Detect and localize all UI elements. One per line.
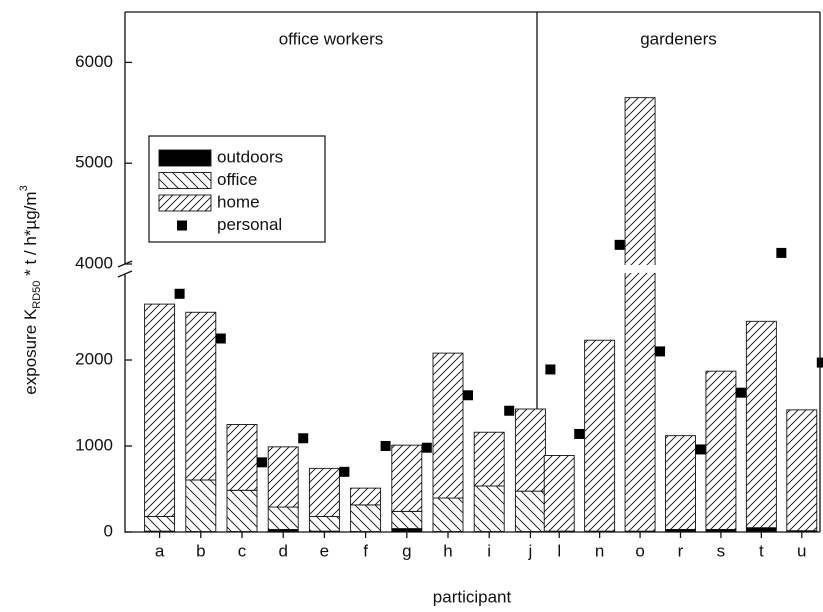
x-tick-label: c (238, 541, 247, 560)
x-tick-label: l (557, 541, 561, 560)
bar-segment (391, 444, 423, 512)
x-axis-label: participant (433, 587, 512, 606)
bar-segment (473, 485, 505, 533)
bar-segment (514, 408, 546, 492)
axis-break-gap (624, 265, 657, 273)
personal-marker (463, 390, 473, 401)
personal-marker (776, 247, 787, 258)
bar-segment (185, 311, 217, 481)
y-label-sup: 3 (18, 185, 30, 191)
x-tick-label: s (717, 541, 726, 560)
bar-segment (144, 303, 176, 517)
plot-frame (124, 11, 821, 533)
personal-marker (257, 457, 267, 468)
legend-swatch (158, 172, 212, 189)
bar-segment (350, 504, 382, 533)
y-tick-label: 5000 (75, 153, 113, 172)
x-tick-label: n (595, 541, 604, 560)
personal-marker (174, 288, 185, 299)
bar-segment (432, 497, 464, 533)
legend-marker (177, 220, 187, 231)
x-tick-label: t (759, 541, 764, 560)
personal-marker (695, 444, 706, 455)
personal-marker (574, 428, 585, 439)
legend-label: outdoors (217, 147, 283, 166)
bar-segment (543, 455, 575, 532)
y-axis-label: exposure KRD50 * t / h*µg/m3 (18, 185, 43, 394)
bar-segment (432, 352, 464, 499)
x-tick-label: f (363, 541, 368, 560)
bar-segment (350, 487, 382, 506)
bar-segment (584, 339, 616, 532)
bar-segment (514, 490, 546, 533)
x-tick-label: b (196, 541, 205, 560)
y-label-text: exposure K (21, 308, 40, 395)
y-tick-label: 2000 (75, 349, 113, 368)
bar-segment (665, 435, 696, 530)
bar-segment (473, 431, 505, 487)
legend-label: personal (217, 215, 282, 234)
legend-swatch (158, 194, 212, 212)
x-tick-label: u (797, 541, 806, 560)
bar-segment (267, 506, 299, 530)
x-tick-label: d (278, 541, 287, 560)
bar-segment (308, 516, 340, 532)
personal-marker (215, 333, 226, 344)
legend-label: home (217, 192, 260, 211)
y-label-rest: * t / h*µg/m (21, 191, 40, 280)
group-label: gardeners (640, 29, 717, 48)
y-tick-label: 1000 (75, 435, 113, 454)
bar-segment (267, 446, 299, 508)
y-tick-label: 0 (104, 521, 113, 540)
bar-segment (391, 510, 423, 530)
bar-segment (226, 424, 258, 491)
personal-marker (735, 387, 746, 398)
personal-marker (655, 346, 666, 357)
bar-segment (624, 97, 656, 532)
x-tick-label: r (678, 541, 684, 560)
x-tick-label: h (443, 541, 452, 560)
y-tick-label: 6000 (75, 52, 113, 71)
x-tick-label: j (528, 541, 533, 560)
x-tick-label: o (635, 541, 644, 560)
bar-segment (226, 489, 258, 533)
group-label: office workers (279, 29, 384, 48)
bar-segment (144, 516, 176, 532)
x-tick-label: i (487, 541, 491, 560)
bar-segment (308, 467, 340, 517)
personal-marker (298, 433, 309, 444)
personal-marker (545, 364, 556, 375)
legend-label: office (217, 170, 257, 189)
personal-marker (339, 466, 350, 477)
bar-segment (786, 409, 818, 532)
bar-segment (185, 479, 217, 533)
y-label-sub: RD50 (31, 281, 43, 309)
personal-marker (504, 405, 515, 416)
x-tick-label: a (155, 541, 165, 560)
personal-marker (380, 441, 391, 451)
bar-segment (705, 370, 737, 530)
y-tick-label: 4000 (75, 253, 113, 272)
axis-break (117, 260, 133, 278)
bar-segment (745, 320, 777, 529)
x-tick-label: e (320, 541, 329, 560)
personal-marker (614, 239, 625, 250)
x-tick-label: g (402, 541, 411, 560)
personal-marker (421, 442, 432, 453)
legend-swatch (158, 149, 212, 167)
